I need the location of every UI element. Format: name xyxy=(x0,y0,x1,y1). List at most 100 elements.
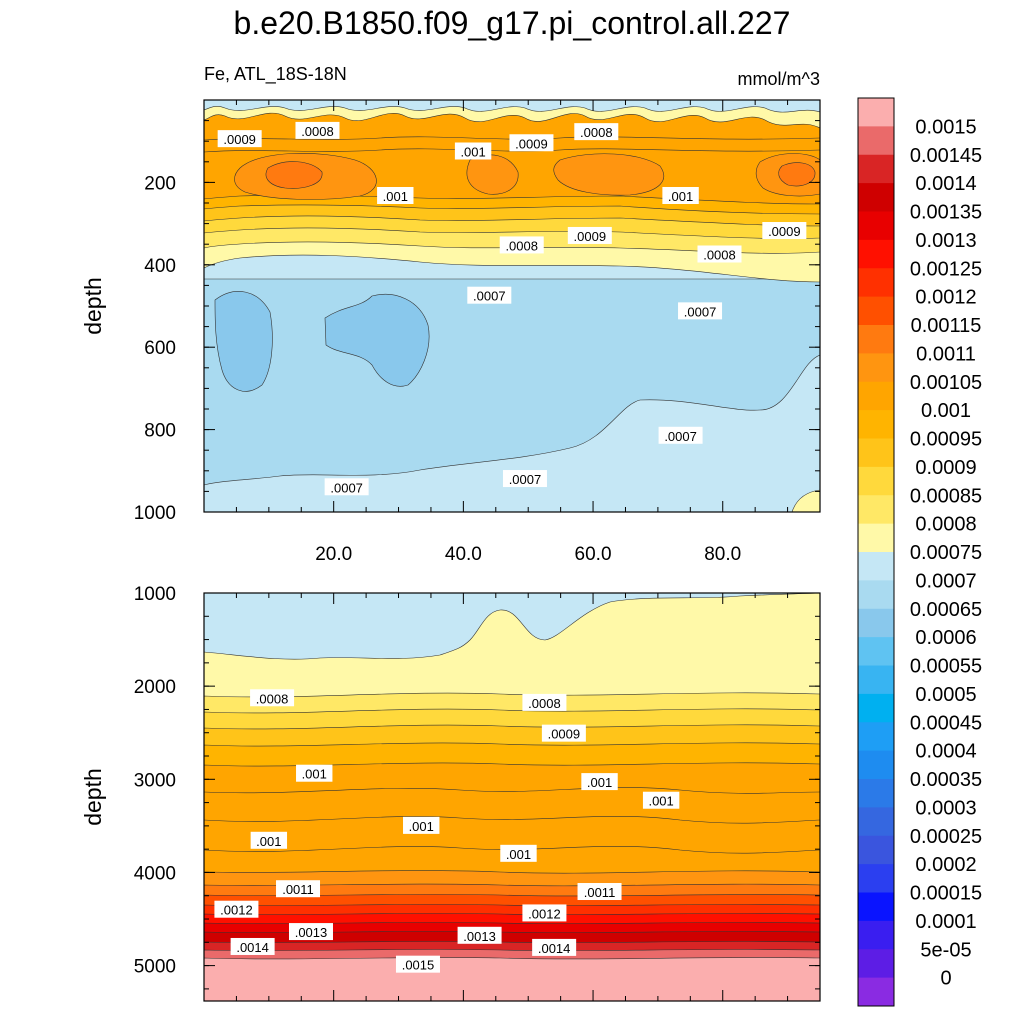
colorbar-label: 0.00045 xyxy=(910,712,982,734)
contour-label: .0008 xyxy=(574,123,619,141)
contour-label-text: .0014 xyxy=(538,941,571,956)
y-tick-label: 600 xyxy=(144,338,176,359)
colorbar-swatch xyxy=(858,779,894,808)
colorbar-swatch xyxy=(858,807,894,837)
contour-label: .0013 xyxy=(288,923,333,941)
colorbar-swatch xyxy=(858,637,894,666)
contour-label-bg xyxy=(662,186,699,204)
contour-label-bg xyxy=(276,880,321,898)
colorbar-swatch xyxy=(858,693,894,723)
colorbar-swatch xyxy=(858,523,894,553)
colorbar-label: 0.0011 xyxy=(916,343,976,365)
y-tick-label: 4000 xyxy=(134,863,176,884)
units-label: mmol/m^3 xyxy=(738,69,820,89)
upper-panel-field xyxy=(204,100,820,512)
contour-label: .0008 xyxy=(250,689,295,707)
contour-label: .0011 xyxy=(577,883,622,901)
colorbar-label: 0.0014 xyxy=(915,173,976,195)
y-tick-label: 200 xyxy=(144,173,176,194)
contour-label: .0013 xyxy=(457,926,502,944)
contour-label: .0009 xyxy=(509,134,554,152)
contour-label-text: .0013 xyxy=(295,925,328,940)
contour-label: .0011 xyxy=(276,880,321,898)
contour-label: .0007 xyxy=(678,302,723,320)
contour-label: .0008 xyxy=(499,236,544,254)
contour-label-bg xyxy=(678,302,723,320)
contour-label-bg xyxy=(541,724,586,742)
x-tick-label: 20.0 xyxy=(315,544,352,565)
colorbar-swatch xyxy=(858,126,894,156)
contour-label: .0009 xyxy=(541,724,586,742)
contour-label: .001 xyxy=(377,186,414,204)
contour-label: .001 xyxy=(662,186,699,204)
colorbar-swatch xyxy=(858,977,894,1007)
colorbar-label: 0.0007 xyxy=(915,570,976,592)
colorbar-label: 0.0003 xyxy=(915,797,976,819)
colorbar-swatch xyxy=(858,864,894,893)
contour-label-bg xyxy=(697,245,742,263)
contour-label-text: .001 xyxy=(648,794,673,809)
colorbar-swatch xyxy=(858,154,894,184)
contour-label-bg xyxy=(574,123,619,141)
contour-label: .001 xyxy=(454,142,492,160)
contour-label-bg xyxy=(500,844,537,862)
colorbar-swatch xyxy=(858,495,894,525)
contour-label-bg xyxy=(230,937,275,955)
contour-label-bg xyxy=(509,134,554,152)
colorbar-label: 0.00055 xyxy=(910,656,982,678)
contour-label: .0007 xyxy=(324,478,369,496)
colorbar-label: 5e-05 xyxy=(920,939,971,961)
contour-label-bg xyxy=(403,816,440,834)
colorbar-label: 0.00085 xyxy=(910,485,982,507)
contour-label-text: .0009 xyxy=(768,224,801,239)
contour-label-text: .0008 xyxy=(256,691,289,706)
contour-label-text: .001 xyxy=(668,189,693,204)
colorbar-label: 0.0008 xyxy=(915,514,976,536)
colorbar-label: 0.0015 xyxy=(915,116,976,138)
colorbar-swatch xyxy=(858,608,894,638)
contour-label-text: .0015 xyxy=(402,958,435,973)
contour-label-bg xyxy=(377,186,414,204)
contour-label-bg xyxy=(250,831,288,849)
contour-label-bg xyxy=(250,689,295,707)
contour-label: .001 xyxy=(403,816,440,834)
colorbar: 0.0015 0.00145 0.0014 0.00135 0.0013 0.00125 0… xyxy=(857,97,982,1007)
colorbar-label: 0.0006 xyxy=(915,627,976,649)
colorbar-swatch xyxy=(858,410,894,439)
colorbar-swatch xyxy=(858,325,894,354)
contour-label-text: .001 xyxy=(460,145,485,160)
contour-label-bg xyxy=(522,904,567,922)
contour-label-bg xyxy=(324,478,369,496)
contour-label: .0012 xyxy=(214,900,259,918)
lower-ylabel: depth xyxy=(80,768,106,826)
colorbar-swatch xyxy=(858,949,894,979)
contour-label-bg xyxy=(567,226,612,244)
colorbar-label: 0.001 xyxy=(921,400,971,422)
colorbar-label: 0.00095 xyxy=(910,429,982,451)
contour-label-text: .0012 xyxy=(220,903,253,918)
contour-label: .0009 xyxy=(567,226,612,244)
chart-title: b.e20.B1850.f09_g17.pi_control.all.227 xyxy=(234,5,791,41)
contour-label-text: .0011 xyxy=(584,885,616,900)
contour-label: .001 xyxy=(581,773,618,791)
colorbar-swatch xyxy=(858,750,894,780)
contour-label-bg xyxy=(457,926,502,944)
contour-label-bg xyxy=(502,470,547,488)
colorbar-swatch xyxy=(858,381,894,411)
y-tick-label: 3000 xyxy=(134,770,176,791)
colorbar-frame xyxy=(857,97,895,1007)
colorbar-swatch xyxy=(858,580,894,610)
tick-labels: 200 400 600 800 1000 20.0 40.0 60.0 80.0 1000 2000… xyxy=(134,173,742,977)
contour-label-text: .0008 xyxy=(528,696,561,711)
colorbar-label: 0.00075 xyxy=(910,542,982,564)
contour-label-bg xyxy=(288,923,333,941)
contour-label-bg xyxy=(214,900,259,918)
colorbar-label: 0.00105 xyxy=(910,372,982,394)
colorbar-swatch xyxy=(858,98,894,127)
contour-label: .0008 xyxy=(522,693,567,711)
colorbar-label: 0.00025 xyxy=(910,826,982,848)
colorbar-label: 0.0012 xyxy=(915,287,976,309)
contour-label-text: .001 xyxy=(587,775,612,790)
contour-label-text: .0009 xyxy=(515,136,548,151)
